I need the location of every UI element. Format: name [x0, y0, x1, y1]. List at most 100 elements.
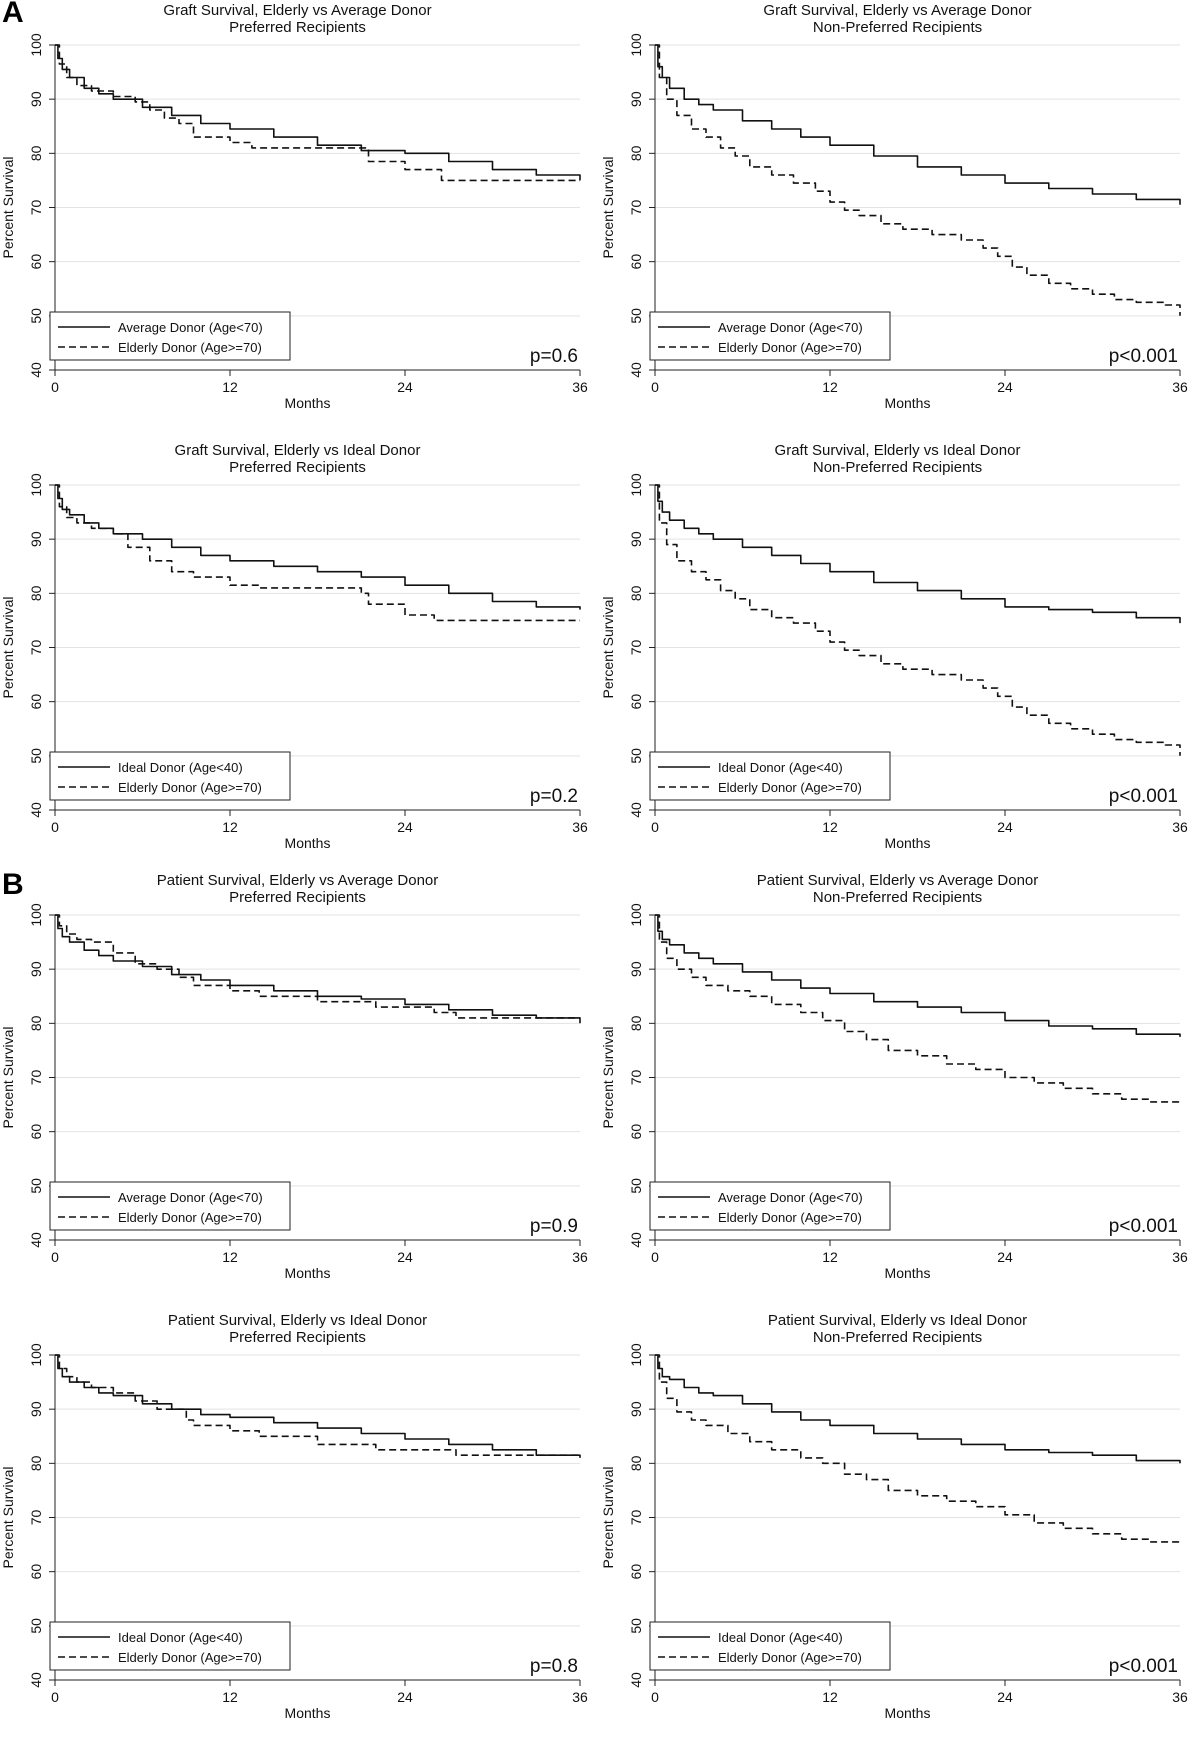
- y-tick-label: 50: [28, 748, 44, 764]
- legend-box: [649, 1181, 891, 1231]
- y-tick-label: 100: [28, 473, 44, 497]
- x-tick-label: 36: [1172, 379, 1188, 395]
- chart-title: Graft Survival, Elderly vs Average Donor: [763, 2, 1031, 19]
- x-tick-label: 12: [222, 1249, 238, 1265]
- p-value: p<0.001: [1109, 346, 1178, 367]
- elderly-donor-curve: [55, 1354, 580, 1456]
- chart-title: Graft Survival, Elderly vs Ideal Donor: [775, 442, 1021, 459]
- legend-label: Elderly Donor (Age>=70): [118, 1210, 262, 1225]
- y-tick-label: 70: [28, 640, 44, 656]
- y-tick-label: 50: [628, 1178, 644, 1194]
- x-tick-label: 0: [51, 379, 59, 395]
- x-tick-label: 36: [572, 379, 588, 395]
- comparison-donor-curve: [655, 44, 1181, 205]
- y-axis-label: Percent Survival: [0, 597, 16, 699]
- y-tick-label: 100: [628, 1343, 644, 1367]
- chart-title: Patient Survival, Elderly vs Ideal Donor: [768, 1312, 1027, 1329]
- chart-subtitle: Preferred Recipients: [229, 889, 366, 906]
- plot-graft-ideal-preferred: Graft Survival, Elderly vs Ideal Donor Pr…: [0, 440, 600, 870]
- plot-graft-average-preferred: Graft Survival, Elderly vs Average Donor…: [0, 0, 600, 430]
- x-tick-label: 0: [51, 819, 59, 835]
- x-tick-label: 0: [651, 1689, 659, 1705]
- chart-title: Graft Survival, Elderly vs Ideal Donor: [175, 442, 421, 459]
- x-tick-label: 24: [397, 1689, 413, 1705]
- p-value: p<0.001: [1109, 786, 1178, 807]
- y-tick-label: 60: [28, 1564, 44, 1580]
- y-tick-label: 70: [628, 1510, 644, 1526]
- y-tick-label: 40: [628, 362, 644, 378]
- y-tick-label: 50: [628, 748, 644, 764]
- p-value: p=0.2: [530, 786, 578, 807]
- x-axis-label: Months: [285, 395, 331, 411]
- x-tick-label: 24: [397, 819, 413, 835]
- legend-label: Elderly Donor (Age>=70): [718, 340, 862, 355]
- y-tick-label: 90: [628, 91, 644, 107]
- y-tick-label: 40: [628, 1232, 644, 1248]
- comparison-donor-curve: [655, 1354, 1181, 1464]
- elderly-donor-curve: [655, 914, 1181, 1105]
- y-tick-label: 80: [28, 145, 44, 161]
- x-axis-label: Months: [285, 835, 331, 851]
- y-tick-label: 70: [28, 1510, 44, 1526]
- y-tick-label: 100: [28, 1343, 44, 1367]
- x-tick-label: 0: [51, 1689, 59, 1705]
- plot-patient-average-preferred: Patient Survival, Elderly vs Average Don…: [0, 870, 600, 1300]
- x-tick-label: 36: [1172, 819, 1188, 835]
- x-tick-label: 24: [997, 819, 1013, 835]
- plot-graft-average-nonpreferred: Graft Survival, Elderly vs Average Donor…: [600, 0, 1200, 430]
- chart-svg: Graft Survival, Elderly vs Average Donor…: [0, 2, 588, 411]
- y-tick-label: 40: [28, 802, 44, 818]
- y-axis-label: Percent Survival: [0, 1467, 16, 1569]
- x-tick-label: 36: [1172, 1249, 1188, 1265]
- x-tick-label: 0: [651, 1249, 659, 1265]
- chart-subtitle: Non-Preferred Recipients: [813, 889, 982, 906]
- plot-graft-ideal-nonpreferred: Graft Survival, Elderly vs Ideal Donor No…: [600, 440, 1200, 870]
- elderly-donor-curve: [55, 484, 580, 622]
- comparison-donor-curve: [655, 484, 1181, 624]
- chart-subtitle: Non-Preferred Recipients: [813, 1329, 982, 1346]
- elderly-donor-curve: [55, 914, 580, 1019]
- y-tick-label: 90: [628, 1401, 644, 1417]
- plot-patient-ideal-preferred: Patient Survival, Elderly vs Ideal Donor…: [0, 1310, 600, 1740]
- y-tick-label: 80: [628, 585, 644, 601]
- y-tick-label: 100: [28, 33, 44, 57]
- y-tick-label: 60: [628, 694, 644, 710]
- chart-title: Patient Survival, Elderly vs Average Don…: [157, 872, 439, 889]
- legend-label: Average Donor (Age<70): [118, 1190, 263, 1205]
- x-tick-label: 24: [997, 1249, 1013, 1265]
- y-tick-label: 50: [28, 1178, 44, 1194]
- x-tick-label: 24: [997, 1689, 1013, 1705]
- legend-label: Average Donor (Age<70): [718, 320, 863, 335]
- y-tick-label: 90: [28, 531, 44, 547]
- legend-label: Elderly Donor (Age>=70): [718, 1650, 862, 1665]
- y-tick-label: 90: [628, 531, 644, 547]
- elderly-donor-curve: [655, 44, 1181, 316]
- elderly-donor-curve: [655, 484, 1181, 756]
- x-tick-label: 0: [651, 819, 659, 835]
- y-tick-label: 70: [628, 1070, 644, 1086]
- legend-label: Ideal Donor (Age<40): [718, 1630, 843, 1645]
- legend-label: Elderly Donor (Age>=70): [718, 1210, 862, 1225]
- y-axis-label: Percent Survival: [0, 1027, 16, 1129]
- legend-box: [649, 1621, 891, 1671]
- p-value: p=0.6: [530, 346, 578, 367]
- y-axis-label: Percent Survival: [600, 597, 616, 699]
- x-tick-label: 24: [397, 1249, 413, 1265]
- chart-svg: Graft Survival, Elderly vs Ideal DonorPr…: [0, 442, 588, 851]
- y-tick-label: 50: [28, 1618, 44, 1634]
- elderly-donor-curve: [655, 1354, 1181, 1545]
- chart-title: Patient Survival, Elderly vs Ideal Donor: [168, 1312, 427, 1329]
- chart-svg: Patient Survival, Elderly vs Ideal Donor…: [0, 1312, 588, 1721]
- chart-subtitle: Preferred Recipients: [229, 459, 366, 476]
- y-tick-label: 80: [28, 1455, 44, 1471]
- legend-box: [49, 1181, 291, 1231]
- legend-label: Average Donor (Age<70): [118, 320, 263, 335]
- y-tick-label: 80: [28, 585, 44, 601]
- comparison-donor-curve: [655, 914, 1181, 1037]
- x-tick-label: 12: [822, 379, 838, 395]
- legend-label: Ideal Donor (Age<40): [118, 760, 243, 775]
- y-tick-label: 100: [628, 903, 644, 927]
- x-tick-label: 12: [822, 1689, 838, 1705]
- y-tick-label: 60: [628, 1564, 644, 1580]
- y-tick-label: 70: [628, 640, 644, 656]
